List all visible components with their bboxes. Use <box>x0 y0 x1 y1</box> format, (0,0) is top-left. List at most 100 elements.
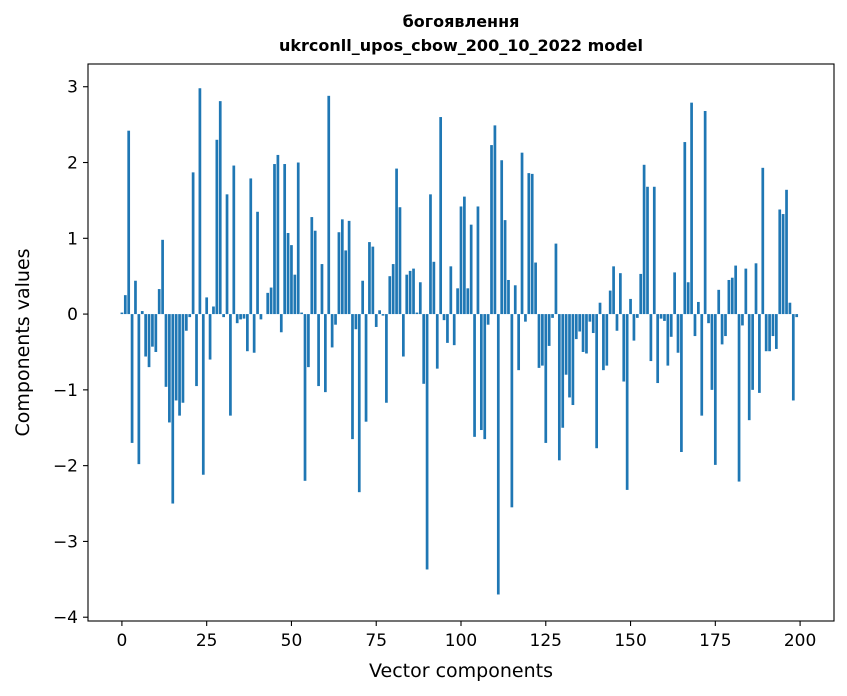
bar-139 <box>591 314 595 334</box>
bar-163 <box>673 272 676 315</box>
bar-151 <box>632 314 636 341</box>
bar-61 <box>327 95 331 315</box>
bar-197 <box>788 302 792 315</box>
y-tick-label-2: 2 <box>67 154 78 174</box>
bar-112 <box>500 160 504 315</box>
bar-58 <box>317 314 320 387</box>
bar-76 <box>378 310 381 315</box>
bar-5 <box>137 314 141 465</box>
bar-179 <box>727 279 731 315</box>
bar-190 <box>764 314 768 352</box>
bar-24 <box>201 314 205 475</box>
chart-title-line-2: ukrconll_upos_cbow_200_10_2022 model <box>279 36 643 55</box>
bar-21 <box>191 172 195 315</box>
bar-127 <box>551 314 554 318</box>
bar-111 <box>496 314 500 595</box>
bar-51 <box>293 274 297 315</box>
bar-159 <box>659 314 663 319</box>
bar-25 <box>205 297 209 315</box>
bar-95 <box>442 314 446 321</box>
bar-184 <box>744 268 748 315</box>
bar-81 <box>395 168 398 315</box>
bar-52 <box>296 162 300 315</box>
bar-78 <box>385 314 388 403</box>
x-tick-label-200: 200 <box>784 631 816 651</box>
bar-117 <box>517 314 521 371</box>
bar-8 <box>147 314 151 368</box>
bar-89 <box>422 314 426 384</box>
bar-35 <box>239 314 242 320</box>
bar-189 <box>761 167 765 315</box>
bar-100 <box>459 206 463 315</box>
bar-114 <box>507 279 510 315</box>
bar-135 <box>578 314 582 332</box>
bar-173 <box>707 314 710 324</box>
bar-46 <box>276 154 280 315</box>
bar-129 <box>557 314 561 461</box>
bar-162 <box>669 314 673 337</box>
bar-108 <box>486 314 490 325</box>
bar-19 <box>184 314 188 331</box>
bar-120 <box>527 173 531 315</box>
bar-40 <box>256 211 259 315</box>
bar-28 <box>215 139 219 315</box>
x-tick-label-125: 125 <box>530 631 562 651</box>
bar-133 <box>571 314 575 406</box>
x-tick-label-75: 75 <box>365 631 387 651</box>
bar-153 <box>639 273 643 315</box>
bar-150 <box>629 298 632 315</box>
bar-124 <box>541 314 544 366</box>
bar-103 <box>469 224 473 315</box>
bar-149 <box>625 314 629 490</box>
bar-118 <box>520 152 524 315</box>
bar-194 <box>778 209 782 315</box>
bar-169 <box>693 314 697 337</box>
bar-170 <box>697 301 700 315</box>
bar-185 <box>747 314 751 421</box>
bar-87 <box>415 312 419 315</box>
bar-72 <box>364 314 368 422</box>
bar-98 <box>452 314 456 346</box>
bar-152 <box>635 314 639 318</box>
bar-75 <box>374 314 378 327</box>
bar-82 <box>398 207 402 315</box>
bar-146 <box>615 314 619 331</box>
bar-116 <box>513 285 517 315</box>
bar-63 <box>334 314 337 325</box>
bar-45 <box>273 164 276 315</box>
bar-57 <box>313 230 317 315</box>
bar-6 <box>140 311 144 315</box>
bar-186 <box>751 314 754 390</box>
x-tick-label-100: 100 <box>445 631 477 651</box>
bar-50 <box>290 245 293 315</box>
x-tick-label-50: 50 <box>281 631 303 651</box>
bar-7 <box>144 314 148 357</box>
bar-181 <box>734 265 738 315</box>
bar-144 <box>608 290 612 315</box>
x-tick-label-25: 25 <box>196 631 218 651</box>
y-tick-label-1: 1 <box>67 229 78 249</box>
bar-148 <box>622 314 626 382</box>
bar-187 <box>754 263 758 315</box>
bar-141 <box>598 302 602 315</box>
bar-198 <box>791 314 795 401</box>
bar-119 <box>524 314 527 322</box>
bar-145 <box>612 266 615 315</box>
bar-158 <box>656 314 660 384</box>
bar-109 <box>490 145 493 315</box>
bar-18 <box>181 314 185 403</box>
bar-113 <box>503 220 507 315</box>
bar-11 <box>157 289 161 315</box>
bar-13 <box>164 314 168 387</box>
bar-91 <box>429 194 432 315</box>
bar-93 <box>435 314 439 369</box>
bar-31 <box>225 194 229 315</box>
bar-10 <box>154 314 158 352</box>
bar-2 <box>127 130 131 315</box>
bar-48 <box>283 164 287 315</box>
bar-39 <box>252 314 256 353</box>
bar-160 <box>663 314 666 321</box>
bar-97 <box>449 266 453 315</box>
bar-196 <box>785 189 788 315</box>
bar-192 <box>771 314 775 337</box>
